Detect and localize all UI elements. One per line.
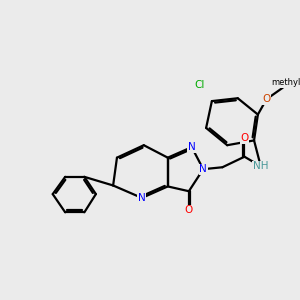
Text: NH: NH [253,161,268,171]
Text: O: O [185,206,193,215]
Text: methyl: methyl [271,78,300,87]
Text: N: N [200,164,207,174]
Text: N: N [138,193,146,203]
Text: O: O [240,134,249,143]
Text: O: O [262,94,271,104]
Text: Cl: Cl [194,80,205,90]
Text: N: N [188,142,196,152]
